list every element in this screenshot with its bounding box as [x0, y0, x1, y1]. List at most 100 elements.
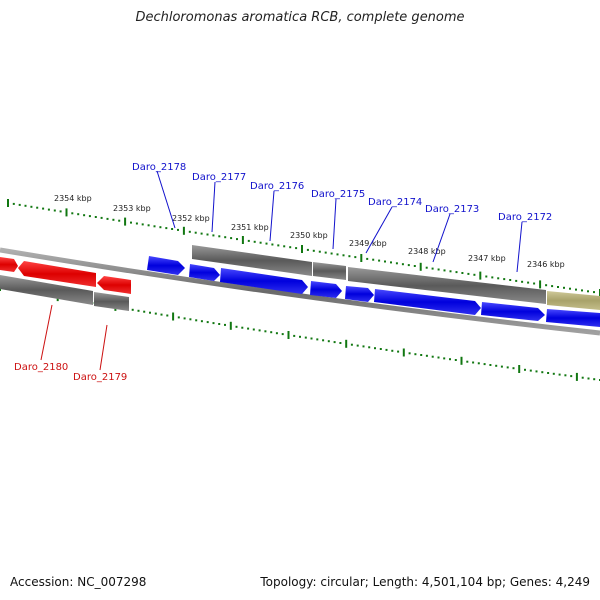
minor-tick	[372, 258, 375, 261]
leader-line	[156, 170, 176, 229]
minor-tick	[253, 240, 256, 243]
major-tick	[172, 312, 175, 321]
minor-tick	[506, 366, 509, 369]
minor-tick	[443, 269, 446, 272]
gene-labels: Daro_2178 Daro_2177 Daro_2176 Daro_2175 …	[14, 162, 552, 383]
minor-tick	[527, 281, 530, 284]
gene-daro-2172[interactable]	[481, 302, 545, 321]
minor-tick	[454, 359, 457, 361]
genome-summary-text: Topology: circular; Length: 4,501,104 bp…	[260, 575, 590, 589]
minor-tick	[333, 341, 336, 344]
minor-tick	[466, 360, 469, 363]
map-title: Dechloromonas aromatica RCB, complete ge…	[135, 10, 465, 25]
gray-feature[interactable]	[348, 267, 546, 304]
minor-tick	[391, 349, 394, 352]
minor-tick	[461, 272, 464, 274]
gray-feature[interactable]	[313, 262, 346, 280]
minor-tick	[473, 273, 476, 276]
gene-label-daro-2175[interactable]: Daro_2175	[311, 189, 365, 200]
minor-tick	[200, 320, 203, 323]
kbp-label: 2352 kbp	[172, 214, 210, 223]
minor-tick	[200, 232, 203, 235]
minor-tick	[575, 288, 577, 291]
minor-tick	[112, 218, 115, 221]
minor-tick	[431, 267, 434, 270]
gray-feature[interactable]	[192, 245, 312, 276]
gene-label-daro-2176[interactable]: Daro_2176	[250, 181, 304, 192]
minor-tick	[489, 364, 492, 366]
major-tick	[229, 321, 232, 330]
gene-label-daro-2174[interactable]: Daro_2174	[368, 197, 422, 208]
minor-tick	[160, 313, 163, 316]
minor-tick	[356, 344, 359, 347]
gene-forward[interactable]	[546, 309, 600, 327]
minor-tick	[563, 286, 565, 289]
gene-daro-2178[interactable]	[147, 256, 185, 275]
minor-tick	[106, 217, 109, 220]
minor-tick	[564, 374, 567, 377]
minor-tick	[36, 206, 39, 209]
gray-feature[interactable]	[0, 275, 93, 305]
minor-tick	[83, 214, 86, 217]
gene-daro-2175[interactable]	[310, 281, 342, 298]
minor-tick	[189, 318, 192, 321]
gene-reverse[interactable]	[0, 257, 18, 272]
major-tick	[402, 348, 405, 357]
minor-tick	[455, 271, 458, 274]
feature-track-gray	[192, 245, 600, 310]
minor-tick	[318, 250, 321, 253]
minor-tick	[195, 319, 198, 322]
leader-line	[40, 304, 53, 361]
gene-label-daro-2172[interactable]: Daro_2172	[498, 212, 552, 223]
minor-tick	[281, 333, 284, 336]
major-tick	[575, 372, 578, 381]
gene-label-daro-2180[interactable]: Daro_2180	[14, 362, 68, 373]
gene-label-daro-2173[interactable]: Daro_2173	[425, 204, 479, 215]
leader-line	[332, 198, 337, 250]
minor-tick	[322, 339, 325, 342]
minor-tick	[135, 222, 138, 225]
gene-daro-2176[interactable]	[220, 268, 308, 294]
minor-tick	[18, 203, 21, 206]
tan-feature[interactable]	[547, 291, 600, 310]
minor-tick	[293, 334, 296, 337]
minor-tick	[497, 277, 500, 280]
gene-daro-2174[interactable]	[345, 286, 374, 302]
minor-tick	[378, 259, 381, 262]
gene-label-daro-2179[interactable]: Daro_2179	[73, 372, 127, 383]
gene-label-daro-2178[interactable]: Daro_2178	[132, 162, 186, 173]
minor-tick	[449, 358, 451, 361]
gene-daro-2180[interactable]	[18, 261, 96, 287]
minor-tick	[483, 363, 486, 366]
leader-line	[365, 206, 393, 254]
kbp-label: 2351 kbp	[231, 223, 269, 232]
gray-feature[interactable]	[94, 292, 129, 311]
major-tick	[241, 236, 244, 244]
kbp-label: 2348 kbp	[408, 247, 446, 256]
minor-tick	[524, 368, 526, 371]
kbp-labels: 2354 kbp 2353 kbp 2352 kbp 2351 kbp 2350…	[54, 194, 565, 269]
minor-tick	[437, 356, 440, 359]
minor-tick	[503, 278, 506, 281]
minor-tick	[384, 260, 386, 263]
gene-daro-2173[interactable]	[374, 289, 481, 315]
minor-tick	[443, 357, 446, 360]
major-tick	[345, 339, 348, 348]
leader-line	[516, 221, 523, 273]
minor-tick	[259, 241, 262, 244]
minor-tick	[212, 234, 215, 237]
minor-tick	[230, 237, 233, 240]
major-tick	[287, 331, 290, 339]
minor-tick	[194, 231, 197, 234]
minor-tick	[316, 338, 319, 341]
leader-line	[432, 213, 451, 263]
minor-tick	[171, 228, 174, 230]
major-tick	[518, 365, 521, 373]
minor-tick	[437, 268, 440, 271]
gene-daro-2179[interactable]	[97, 276, 131, 294]
minor-tick	[236, 238, 238, 241]
gene-daro-2177[interactable]	[189, 264, 220, 281]
gene-label-daro-2177[interactable]: Daro_2177	[192, 172, 246, 183]
minor-tick	[570, 375, 573, 378]
